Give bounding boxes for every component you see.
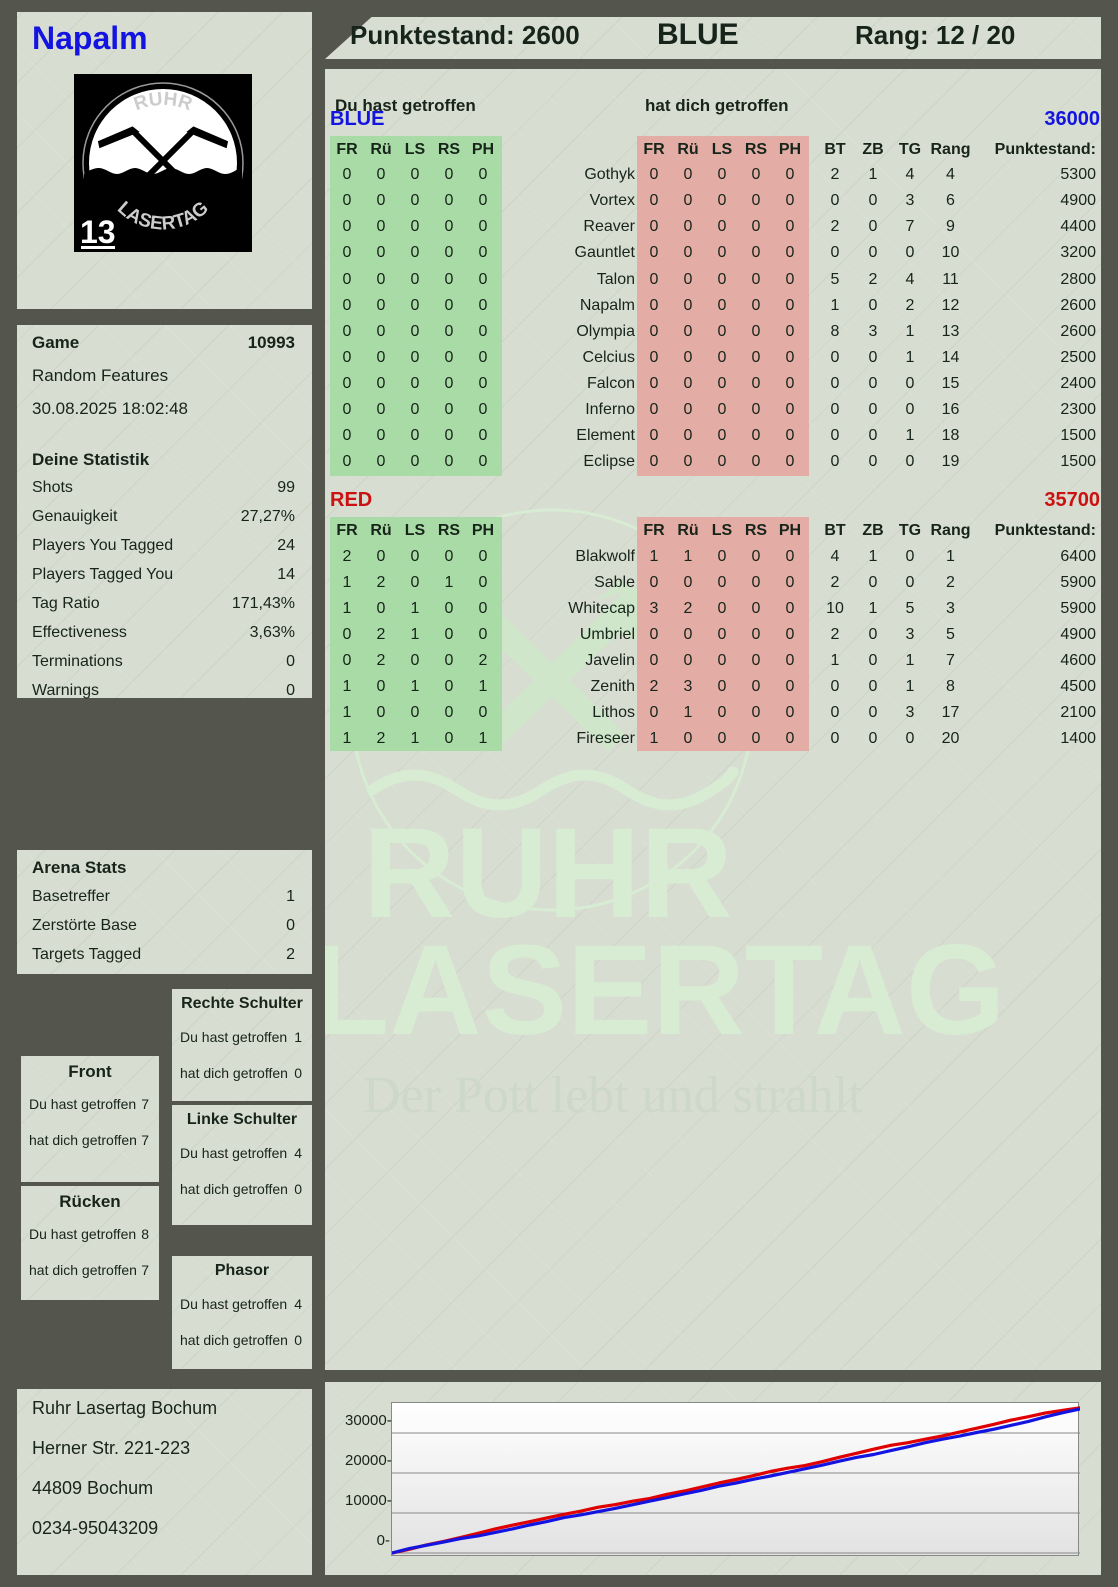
svg-text:LASERTAG: LASERTAG [325, 919, 1006, 1062]
svg-text:Der Pott lebt und strahlt: Der Pott lebt und strahlt [363, 1067, 863, 1124]
